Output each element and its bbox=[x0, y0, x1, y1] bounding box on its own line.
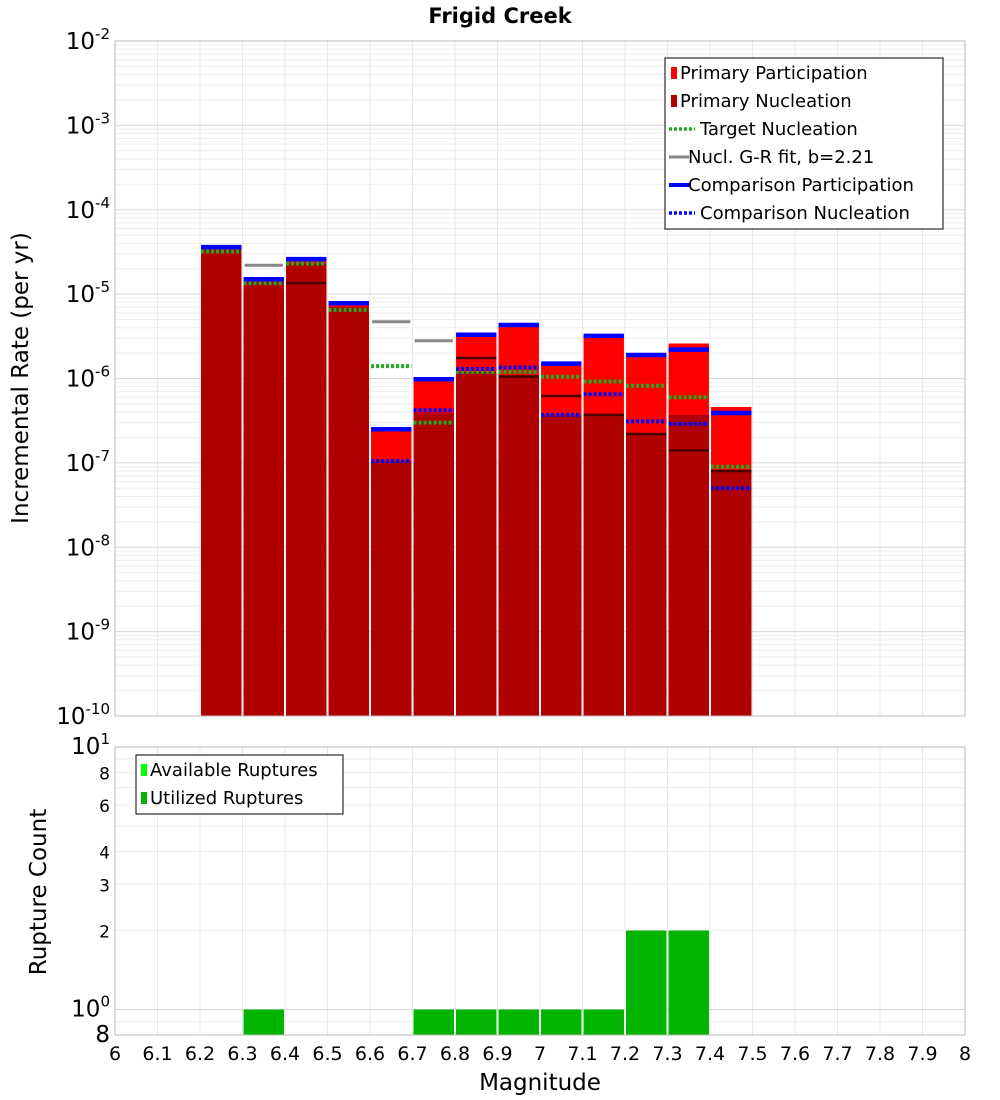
magnitude-tick-label: 7.2 bbox=[610, 1043, 640, 1065]
count-y-tick-label: 3 bbox=[99, 876, 110, 896]
rate-y-tick-label: 10-10 bbox=[56, 700, 110, 730]
nucleation-bar bbox=[541, 414, 582, 716]
nucleation-bar bbox=[456, 371, 497, 716]
magnitude-tick-label: 7.5 bbox=[737, 1043, 767, 1065]
magnitude-tick-label: 6.2 bbox=[185, 1043, 215, 1065]
utilized-ruptures-bar bbox=[498, 1009, 539, 1035]
magnitude-tick-label: 6.9 bbox=[482, 1043, 512, 1065]
nucleation-bar bbox=[371, 461, 412, 716]
count-y-tick-label: 6 bbox=[99, 797, 110, 817]
magnitude-tick-label: 7.3 bbox=[652, 1043, 682, 1065]
chart-title: Frigid Creek bbox=[428, 4, 572, 28]
magnitude-tick-label: 7.1 bbox=[567, 1043, 597, 1065]
utilized-ruptures-bar bbox=[456, 1009, 497, 1035]
nucleation-bar bbox=[286, 263, 327, 716]
legend-label: Primary Participation bbox=[680, 63, 868, 84]
legend-swatch-box bbox=[671, 95, 677, 107]
count-y-tick-label: 2 bbox=[99, 923, 110, 943]
magnitude-tick-label: 7.7 bbox=[822, 1043, 852, 1065]
legend-label: Target Nucleation bbox=[699, 119, 858, 140]
utilized-ruptures-bar bbox=[541, 1009, 582, 1035]
magnitude-tick-label: 6.6 bbox=[355, 1043, 385, 1065]
nucleation-bar bbox=[498, 375, 539, 716]
rate-y-tick-label: 10-8 bbox=[66, 531, 110, 561]
rate-plot-border bbox=[114, 40, 966, 717]
nucleation-bar bbox=[201, 247, 242, 716]
nucleation-bar bbox=[243, 281, 284, 716]
legend-label: Nucl. G-R fit, b=2.21 bbox=[688, 147, 874, 168]
rate-y-axis-label: Incremental Rate (per yr) bbox=[8, 232, 34, 524]
magnitude-tick-label: 6.3 bbox=[227, 1043, 257, 1065]
nucleation-bar bbox=[668, 414, 709, 716]
utilized-ruptures-bar bbox=[668, 930, 709, 1035]
magnitude-tick-label: 7.9 bbox=[907, 1043, 937, 1065]
magnitude-tick-label: 7.4 bbox=[695, 1043, 725, 1065]
legend-swatch-box bbox=[141, 792, 147, 804]
legend-label: Comparison Nucleation bbox=[700, 203, 910, 224]
rate-legend-box bbox=[664, 57, 944, 230]
legend-label: Comparison Participation bbox=[688, 175, 914, 196]
rate-y-tick-label: 10-4 bbox=[66, 194, 110, 224]
utilized-ruptures-bar bbox=[626, 930, 667, 1035]
magnitude-tick-label: 6.8 bbox=[440, 1043, 470, 1065]
magnitude-tick-label: 6.7 bbox=[397, 1043, 427, 1065]
magnitude-tick-label: 6.1 bbox=[142, 1043, 172, 1065]
rate-plot: 10-2 10-3 10-4 10-5 10-6 10-7 10-8 10-9 10-10 Pri… bbox=[56, 25, 966, 730]
nucleation-bar bbox=[711, 471, 752, 716]
rate-legend: Primary Participation Primary Nucleation T… bbox=[664, 57, 944, 230]
count-plot-border bbox=[114, 746, 966, 1036]
magnitude-tick-label: 7.8 bbox=[865, 1043, 895, 1065]
count-y-axis-label: Rupture Count bbox=[26, 809, 52, 975]
magnitude-tick-label: 6 bbox=[109, 1043, 121, 1065]
count-legend: Available Ruptures Utilized Ruptures bbox=[135, 754, 344, 815]
count-y-tick-label: 100 bbox=[71, 993, 110, 1023]
rate-y-tick-label: 10-3 bbox=[66, 109, 110, 139]
nucleation-bar bbox=[413, 413, 454, 716]
magnitude-tick-label: 6.4 bbox=[270, 1043, 300, 1065]
nucleation-bar bbox=[626, 433, 667, 716]
magnitude-x-axis-label: Magnitude bbox=[479, 1070, 601, 1096]
rate-y-tick-label: 10-5 bbox=[66, 278, 110, 308]
count-y-tick-label: 8 bbox=[99, 764, 110, 784]
utilized-ruptures-bar bbox=[583, 1009, 624, 1035]
rate-y-tick-label: 10-9 bbox=[66, 616, 110, 646]
count-legend-box bbox=[135, 754, 344, 815]
count-y-tick-label: 101 bbox=[71, 730, 110, 760]
nucleation-bar bbox=[328, 307, 369, 716]
utilized-ruptures-bar bbox=[243, 1009, 284, 1035]
legend-swatch-box bbox=[141, 764, 147, 776]
legend-label: Primary Nucleation bbox=[680, 91, 852, 112]
rate-y-tick-label: 10-2 bbox=[66, 25, 110, 55]
legend-label: Available Ruptures bbox=[150, 760, 318, 781]
magnitude-tick-label: 7 bbox=[534, 1043, 546, 1065]
count-y-tick-label: 8 bbox=[95, 1022, 110, 1048]
rate-y-tick-label: 10-6 bbox=[66, 363, 110, 393]
rate-y-tick-label: 10-7 bbox=[66, 447, 110, 477]
legend-swatch-box bbox=[671, 67, 677, 79]
nucleation-bar bbox=[583, 414, 624, 716]
magnitude-tick-label: 7.6 bbox=[780, 1043, 810, 1065]
count-y-tick-label: 4 bbox=[99, 843, 110, 863]
utilized-ruptures-bar bbox=[413, 1009, 454, 1035]
magnitude-tick-label: 6.5 bbox=[312, 1043, 342, 1065]
legend-label: Utilized Ruptures bbox=[150, 788, 303, 809]
magnitude-tick-label: 8 bbox=[959, 1043, 971, 1065]
